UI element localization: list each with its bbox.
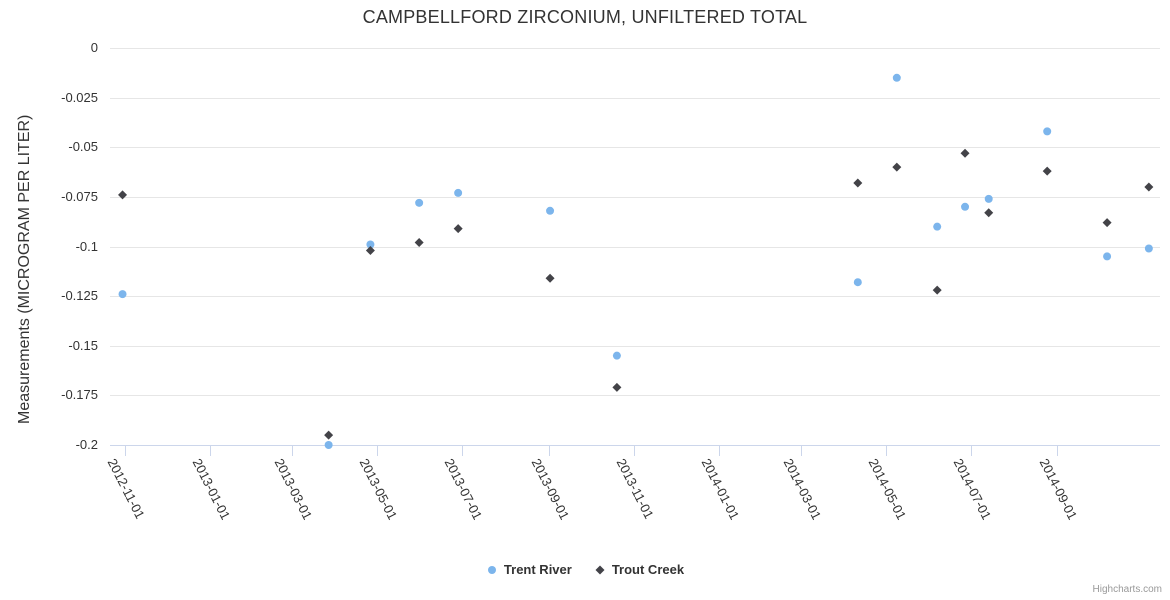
- data-point-trent-river[interactable]: [933, 222, 942, 231]
- y-axis-tick-label: -0.15: [68, 337, 98, 353]
- y-axis-tick-label: -0.05: [68, 139, 98, 155]
- data-point-trout-creek[interactable]: [1144, 182, 1154, 192]
- y-axis-tick-label: -0.125: [61, 288, 98, 304]
- data-point-trout-creek[interactable]: [984, 208, 994, 218]
- data-point-trent-river[interactable]: [415, 198, 424, 207]
- data-point-trent-river[interactable]: [454, 188, 463, 197]
- data-point-trout-creek[interactable]: [892, 162, 902, 172]
- data-point-trent-river[interactable]: [366, 240, 375, 249]
- data-point-trent-river[interactable]: [612, 351, 621, 360]
- y-axis-tick-label: -0.075: [61, 188, 98, 204]
- data-point-trout-creek[interactable]: [118, 190, 128, 200]
- legend-item-trent-river[interactable]: Trent River: [486, 562, 572, 577]
- data-point-trout-creek[interactable]: [453, 224, 463, 234]
- y-axis-tick-label: -0.2: [75, 437, 98, 452]
- data-point-trent-river[interactable]: [961, 202, 970, 211]
- data-point-trout-creek[interactable]: [545, 273, 555, 283]
- data-point-trent-river[interactable]: [1144, 244, 1153, 253]
- y-axis-tick-label: 0: [90, 40, 98, 55]
- trent-river-marker-icon: [487, 565, 496, 574]
- legend-item-trout-creek[interactable]: Trout Creek: [594, 562, 684, 577]
- data-point-trout-creek[interactable]: [932, 285, 942, 295]
- data-point-trout-creek[interactable]: [612, 382, 622, 392]
- data-point-trout-creek[interactable]: [853, 178, 863, 188]
- data-point-trent-river[interactable]: [118, 290, 127, 299]
- trout-creek-marker-icon: [595, 565, 605, 574]
- data-point-trent-river[interactable]: [1043, 127, 1052, 136]
- legend-label: Trent River: [503, 562, 572, 577]
- data-point-trent-river[interactable]: [1103, 252, 1112, 261]
- data-point-trent-river[interactable]: [853, 278, 862, 287]
- legend: Trent River Trout Creek: [0, 562, 1170, 577]
- highcharts-credit[interactable]: Highcharts.com: [1092, 584, 1162, 595]
- data-point-trout-creek[interactable]: [324, 430, 334, 440]
- data-point-trout-creek[interactable]: [960, 148, 970, 158]
- data-point-trout-creek[interactable]: [1042, 166, 1052, 176]
- data-point-trent-river[interactable]: [546, 206, 555, 215]
- data-point-trent-river[interactable]: [324, 441, 333, 449]
- y-axis-tick-label: -0.025: [61, 89, 98, 105]
- y-axis-tick-label: -0.175: [61, 387, 98, 403]
- data-point-trent-river[interactable]: [892, 73, 901, 82]
- data-point-trent-river[interactable]: [984, 194, 993, 203]
- data-point-trout-creek[interactable]: [365, 245, 375, 255]
- y-axis-tick-label: -0.1: [75, 238, 98, 254]
- legend-label: Trout Creek: [611, 562, 685, 577]
- data-point-trout-creek[interactable]: [1102, 218, 1112, 228]
- chart-title: CAMPBELLFORD ZIRCONIUM, UNFILTERED TOTAL: [362, 7, 808, 27]
- data-point-trout-creek[interactable]: [414, 238, 424, 248]
